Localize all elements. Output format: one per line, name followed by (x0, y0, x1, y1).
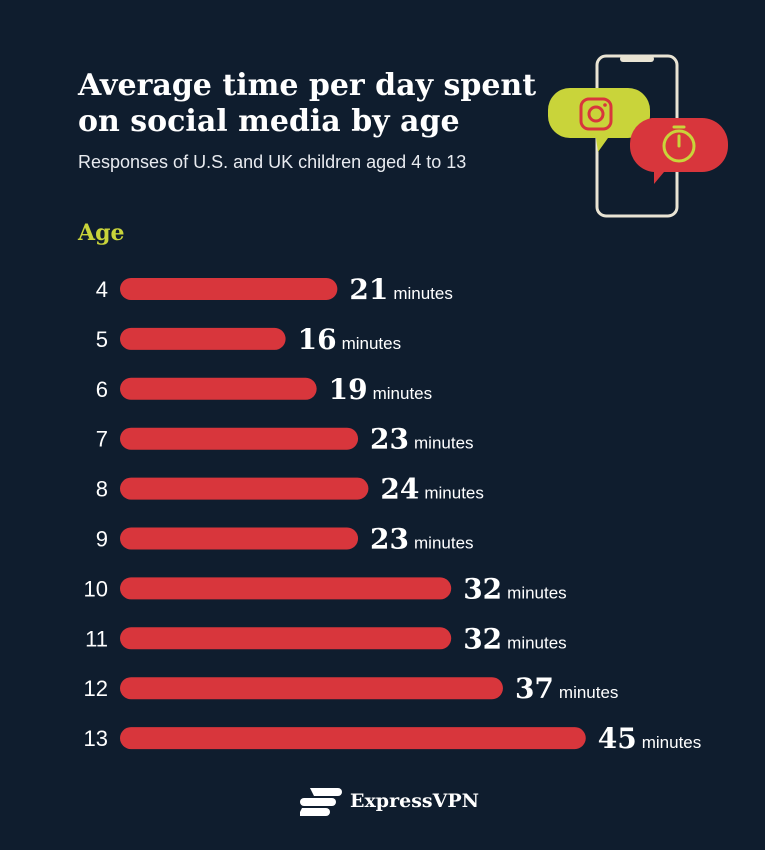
value-label-10: 32 minutes (463, 572, 567, 605)
value-label-8: 24 minutes (380, 473, 484, 506)
age-label-9: 9 (96, 527, 108, 552)
bar-age-7 (120, 427, 359, 450)
value-label-13: 45 minutes (598, 722, 702, 755)
bar-age-8 (120, 477, 369, 500)
brand-name: ExpressVPN (350, 790, 479, 812)
bar-age-4 (120, 278, 338, 300)
value-label-6: 19 minutes (329, 373, 433, 406)
age-label-7: 7 (96, 427, 108, 452)
value-label-7: 23 minutes (370, 423, 474, 456)
age-label-8: 8 (96, 477, 108, 502)
age-label-11: 11 (85, 626, 108, 651)
age-label-10: 10 (84, 576, 108, 601)
brand-logo: ExpressVPN (300, 786, 479, 816)
expressvpn-logo-icon (300, 788, 342, 816)
stopwatch-icon (629, 118, 728, 184)
age-label-5: 5 (96, 327, 108, 352)
phone-illustration (548, 54, 728, 218)
bar-age-12 (120, 677, 503, 700)
age-label-12: 12 (84, 676, 108, 701)
age-label-13: 13 (84, 726, 108, 751)
chart-title: Average time per day spent on social med… (78, 68, 537, 139)
chart-subtitle: Responses of U.S. and UK children aged 4… (78, 152, 467, 172)
bar-age-9 (120, 527, 359, 550)
age-label-6: 6 (96, 377, 108, 402)
value-label-5: 16 minutes (298, 323, 402, 356)
bar-age-5 (120, 327, 286, 350)
bar-age-10 (120, 577, 452, 600)
axis-label-age: Age (78, 220, 125, 246)
bar-age-11 (120, 627, 452, 650)
value-label-4: 21 minutes (349, 273, 453, 306)
value-label-12: 37 minutes (515, 672, 619, 705)
bar-age-6 (120, 377, 317, 400)
age-label-4: 4 (96, 277, 108, 302)
bar-age-13 (120, 727, 586, 750)
value-label-11: 32 minutes (463, 622, 567, 655)
value-label-9: 23 minutes (370, 523, 474, 556)
instagram-icon (548, 88, 650, 152)
